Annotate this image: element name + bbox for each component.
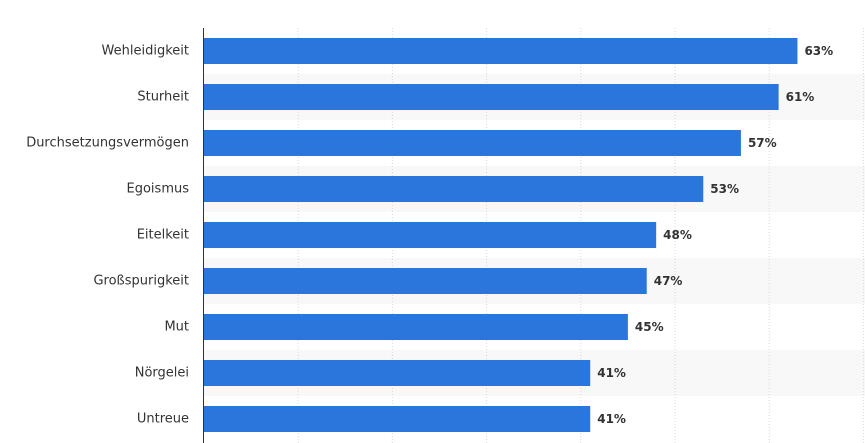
value-labels: 63% 61% 57% 53% 48% 47% 45% 41% 41% — [597, 44, 833, 426]
category-label: Wehleidigkeit — [102, 44, 189, 59]
bar-4[interactable] — [204, 222, 657, 248]
value-label: 47% — [654, 274, 683, 288]
value-label: 57% — [748, 136, 777, 150]
value-label: 41% — [597, 412, 626, 426]
category-label: Nörgelei — [135, 366, 189, 381]
bar-6[interactable] — [204, 314, 628, 340]
value-label: 45% — [635, 320, 664, 334]
category-label: Durchsetzungsvermögen — [26, 136, 189, 151]
bar-2[interactable] — [204, 130, 741, 156]
bar-1[interactable] — [204, 84, 779, 110]
category-label: Untreue — [137, 412, 189, 427]
bar-7[interactable] — [204, 360, 591, 386]
value-label: 41% — [597, 366, 626, 380]
category-label: Sturheit — [137, 90, 189, 105]
bar-0[interactable] — [204, 38, 798, 64]
value-label: 53% — [710, 182, 739, 196]
bar-5[interactable] — [204, 268, 647, 294]
category-label: Mut — [164, 320, 189, 335]
bar-8[interactable] — [204, 406, 591, 432]
value-label: 48% — [663, 228, 692, 242]
value-label: 63% — [804, 44, 833, 58]
value-label: 61% — [786, 90, 815, 104]
bar-3[interactable] — [204, 176, 704, 202]
category-label: Eitelkeit — [137, 228, 189, 243]
category-label: Egoismus — [127, 182, 190, 197]
bars — [204, 38, 798, 432]
category-label: Großspurigkeit — [93, 274, 189, 289]
category-labels: Wehleidigkeit Sturheit Durchsetzungsvermög… — [26, 44, 189, 427]
